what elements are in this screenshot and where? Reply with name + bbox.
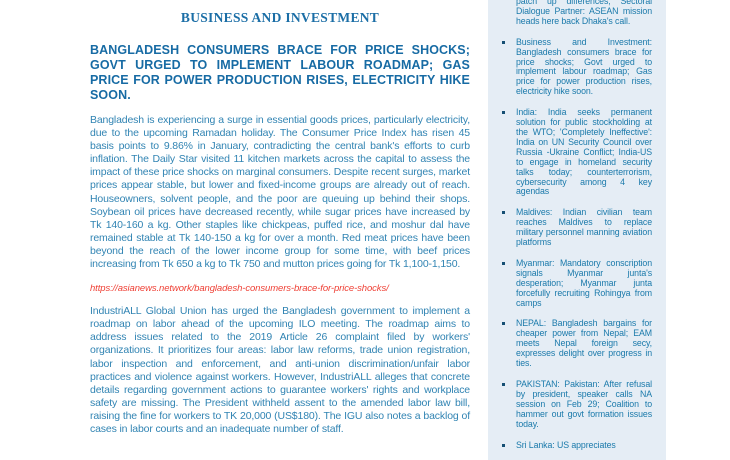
news-item-sri-lanka-clipped: Sri Lanka: US appreciates — [498, 439, 652, 451]
news-item-text: NEPAL: Bangladesh bargains for cheaper p… — [516, 318, 652, 369]
news-item-text: Myanmar: Mandatory conscription signals … — [516, 257, 652, 308]
bullet-icon — [498, 259, 516, 309]
source-link[interactable]: https://asianews.network/bangladesh-cons… — [90, 283, 389, 295]
article-column: BUSINESS AND INVESTMENT BANGLADESH CONSU… — [90, 8, 470, 436]
bullet-icon — [498, 208, 516, 248]
bullet-icon — [498, 38, 516, 97]
article-paragraph-1: Bangladesh is experiencing a surge in es… — [90, 114, 470, 271]
news-item-text: PAKISTAN: Pakistan: After refusal by pre… — [516, 379, 652, 429]
news-item-text: patch up differences; Sectoral Dialogue … — [516, 0, 652, 26]
news-item-india: India: India seeks permanent solution fo… — [498, 107, 652, 197]
news-highlights-list: patch up differences; Sectoral Dialogue … — [498, 0, 652, 450]
news-item-text: Business and Investment: Bangladesh cons… — [516, 36, 652, 97]
news-item-text: Sri Lanka: US appreciates — [516, 439, 616, 450]
bullet-icon — [498, 319, 516, 369]
section-header: BUSINESS AND INVESTMENT — [180, 10, 380, 25]
bullet-icon — [498, 0, 516, 27]
news-item-business-investment: Business and Investment: Bangladesh cons… — [498, 36, 652, 97]
article-headline: BANGLADESH CONSUMERS BRACE FOR PRICE SHO… — [90, 43, 470, 102]
news-item-nepal: NEPAL: Bangladesh bargains for cheaper p… — [498, 319, 652, 369]
news-highlights-panel: patch up differences; Sectoral Dialogue … — [488, 0, 666, 460]
article-paragraph-2: IndustriALL Global Union has urged the B… — [90, 305, 470, 435]
news-item-clipped-top: patch up differences; Sectoral Dialogue … — [498, 0, 652, 27]
bullet-icon — [498, 380, 516, 430]
bullet-icon — [498, 441, 516, 451]
bullet-icon — [498, 108, 516, 197]
news-item-myanmar: Myanmar: Mandatory conscription signals … — [498, 257, 652, 309]
news-item-pakistan: PAKISTAN: Pakistan: After refusal by pre… — [498, 379, 652, 430]
news-item-text: India: India seeks permanent solution fo… — [516, 107, 652, 197]
news-item-maldives: Maldives: Indian civilian team reaches M… — [498, 207, 652, 248]
news-item-text: Maldives: Indian civilian team reaches M… — [516, 207, 652, 248]
